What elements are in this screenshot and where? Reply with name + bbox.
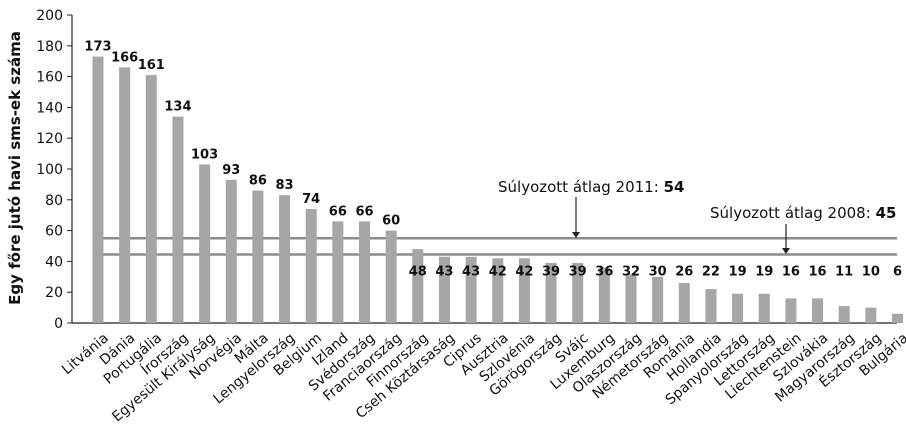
- bar-value-label: 66: [355, 204, 373, 219]
- y-tick-label: 200: [36, 8, 63, 24]
- bar: [305, 209, 317, 323]
- bar-value-label: 30: [649, 264, 667, 279]
- bar-value-label: 11: [835, 264, 853, 279]
- bar: [572, 262, 584, 323]
- y-tick-label: 100: [36, 162, 63, 178]
- bar-value-label: 36: [595, 264, 613, 279]
- bar: [838, 306, 850, 323]
- bar-value-label: 16: [782, 264, 800, 279]
- bar: [412, 249, 424, 323]
- bar: [652, 276, 664, 323]
- bar: [705, 289, 717, 323]
- bar-value-label: 26: [675, 264, 693, 279]
- bar-value-label: 93: [222, 163, 240, 178]
- bar-value-label: 86: [249, 174, 267, 189]
- annotation-arrow-head: [782, 248, 790, 254]
- bar: [465, 256, 477, 323]
- reference-line-label-text: Súlyozott átlag 2011:: [498, 178, 664, 196]
- reference-line-label-text: Súlyozott átlag 2008:: [710, 204, 876, 222]
- bar: [279, 195, 291, 323]
- bar: [892, 313, 903, 323]
- bar: [252, 190, 264, 323]
- y-tick-label: 120: [36, 131, 63, 147]
- bar-value-label: 74: [302, 192, 320, 207]
- bar-value-label: 103: [191, 147, 218, 162]
- bar: [518, 258, 530, 323]
- bar-value-label: 19: [755, 264, 773, 279]
- bar-value-label: 42: [489, 264, 507, 279]
- reference-line-value: 54: [664, 178, 685, 196]
- bar: [225, 179, 237, 323]
- y-tick-label: 180: [36, 39, 63, 55]
- bar: [758, 293, 770, 323]
- bar-value-label: 173: [84, 40, 111, 55]
- y-tick-label: 140: [36, 100, 63, 116]
- bar-value-label: 66: [329, 204, 347, 219]
- bar-value-label: 32: [622, 264, 640, 279]
- bar-value-label: 134: [164, 100, 191, 115]
- reference-line-label: Súlyozott átlag 2008: 45: [710, 204, 896, 222]
- bar-value-label: 43: [435, 264, 453, 279]
- bar-value-label: 6: [893, 264, 902, 279]
- bar-value-label: 60: [382, 214, 400, 229]
- annotation-arrow-head: [572, 232, 580, 238]
- y-axis-title: Egy főre jutó havi sms-ek száma: [6, 31, 24, 305]
- bar: [385, 230, 397, 323]
- bar: [625, 273, 637, 323]
- bar: [359, 221, 370, 323]
- bar-value-label: 16: [809, 264, 827, 279]
- reference-line-label: Súlyozott átlag 2011: 54: [498, 178, 684, 196]
- bar-value-label: 43: [462, 264, 480, 279]
- bar-value-label: 48: [409, 264, 427, 279]
- bar-value-label: 166: [111, 50, 138, 65]
- y-tick-label: 0: [54, 316, 63, 332]
- bar: [332, 221, 344, 323]
- bar: [145, 75, 157, 323]
- y-tick-label: 20: [45, 285, 63, 301]
- y-tick-label: 160: [36, 70, 63, 86]
- bar: [172, 116, 184, 323]
- bar: [785, 298, 797, 323]
- bar-value-label: 83: [276, 178, 294, 193]
- bar: [119, 67, 131, 323]
- bar-value-label: 22: [702, 264, 720, 279]
- bar-value-label: 19: [729, 264, 747, 279]
- bar: [865, 307, 877, 323]
- bar: [545, 262, 557, 323]
- bar: [812, 298, 824, 323]
- y-tick-label: 60: [45, 224, 63, 240]
- reference-line-value: 45: [876, 204, 897, 222]
- bar-value-label: 161: [138, 58, 165, 73]
- bar: [732, 293, 744, 323]
- bar-value-label: 39: [569, 264, 587, 279]
- bar-value-label: 42: [515, 264, 533, 279]
- bar-value-label: 10: [862, 264, 880, 279]
- bar: [678, 282, 690, 323]
- bar: [492, 258, 504, 323]
- y-tick-label: 80: [45, 193, 63, 209]
- bar: [199, 164, 211, 323]
- category-labels: LitvániaDániaPortugáliaÍrországEgyesült …: [59, 329, 906, 425]
- bar: [598, 267, 610, 323]
- bars: [92, 56, 903, 324]
- bar: [92, 56, 104, 324]
- bar: [438, 256, 450, 323]
- y-tick-label: 40: [45, 254, 63, 270]
- bar-value-label: 39: [542, 264, 560, 279]
